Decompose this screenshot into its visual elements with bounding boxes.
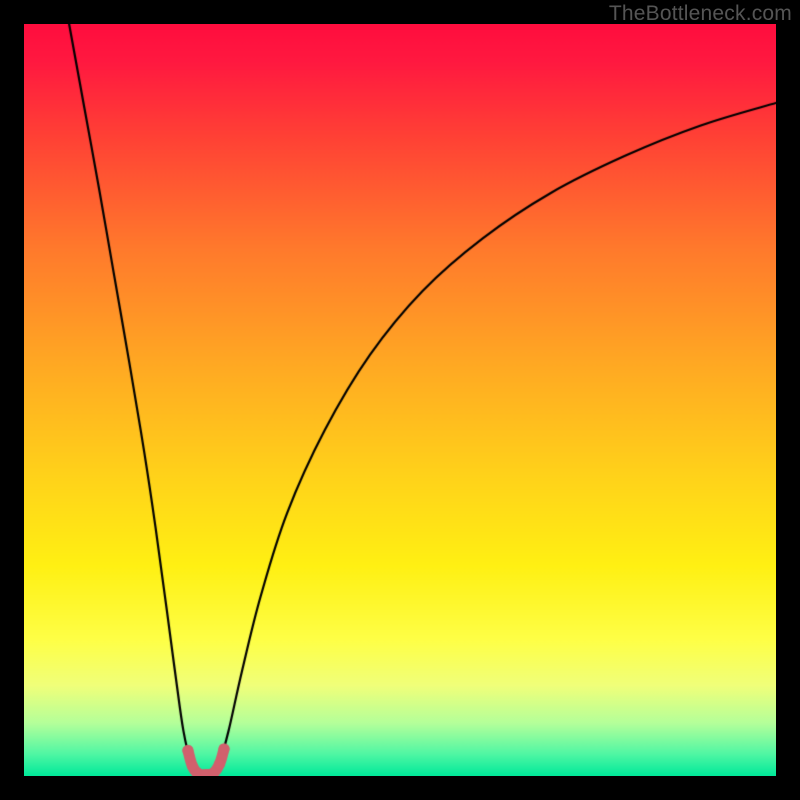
chart-area bbox=[24, 24, 776, 776]
watermark-text: TheBottleneck.com bbox=[609, 2, 792, 26]
bottleneck-curve-chart bbox=[24, 24, 776, 776]
